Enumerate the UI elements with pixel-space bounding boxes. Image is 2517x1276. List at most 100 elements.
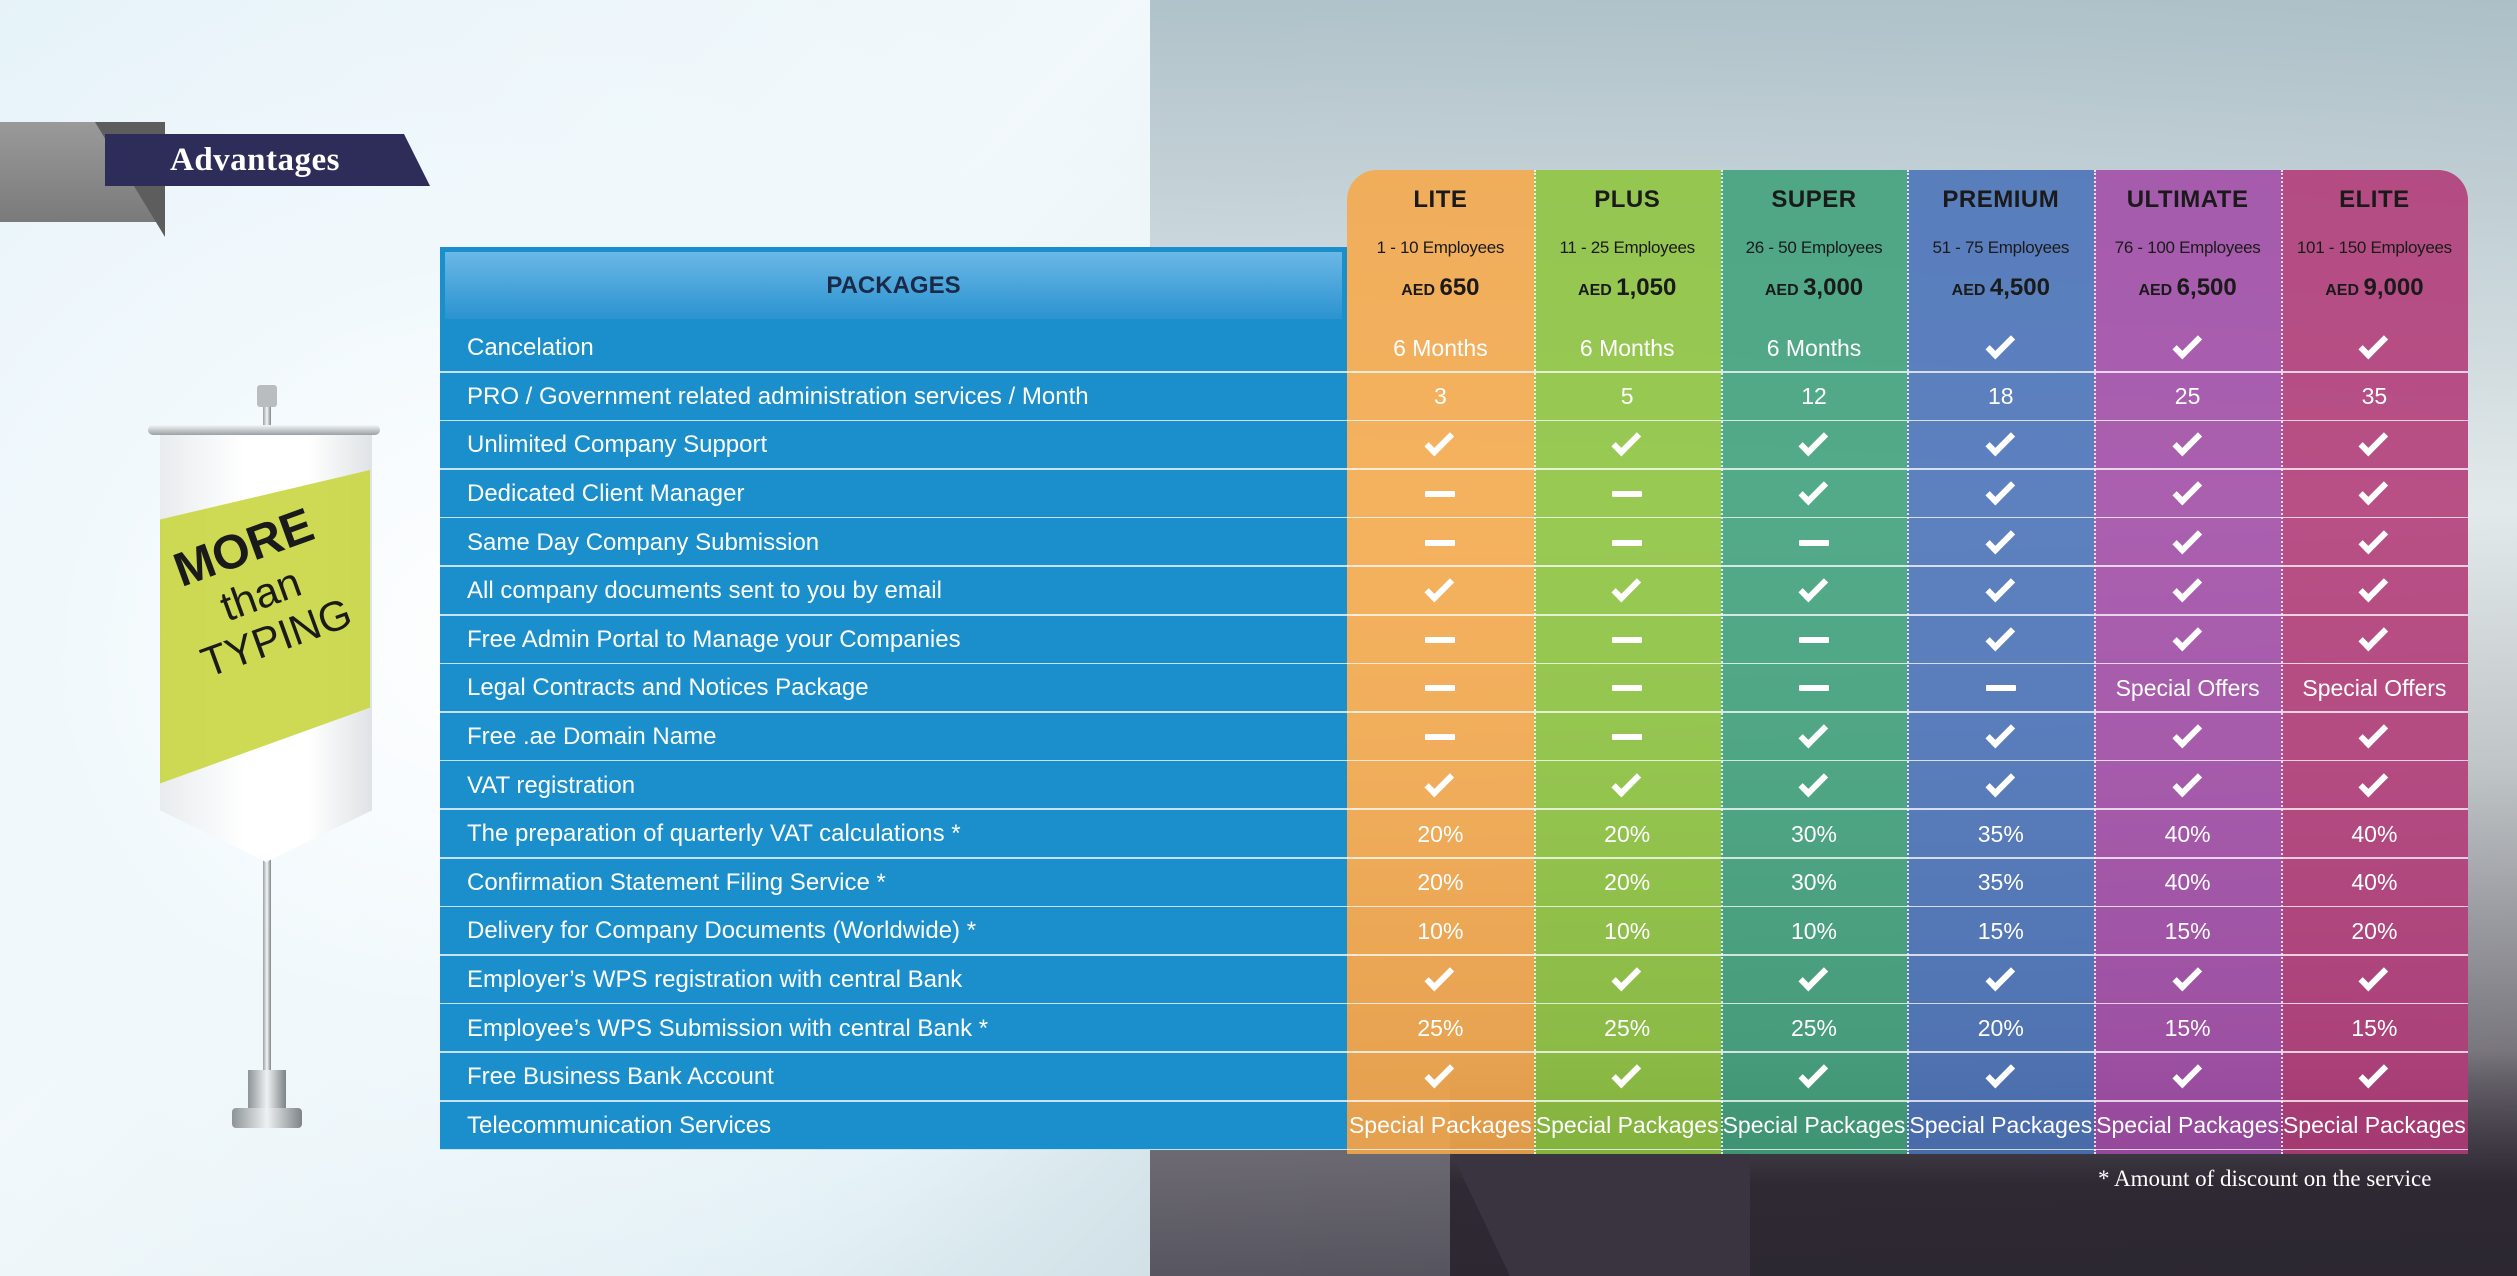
column-divider [1533, 170, 1536, 1154]
plan-name: LITE [1413, 186, 1468, 213]
feature-label: The preparation of quarterly VAT calcula… [440, 810, 1347, 859]
plan-price: AED 9,000 [2325, 274, 2423, 302]
feature-cell [2094, 713, 2281, 762]
feature-value: Special Packages [1348, 1112, 1532, 1139]
checkmark-icon [1424, 961, 1455, 992]
row-divider [440, 1051, 2468, 1053]
checkmark-icon [1611, 961, 1642, 992]
feature-value: 10% [1790, 917, 1838, 944]
feature-value: 25% [1604, 1015, 1651, 1042]
feature-label: Free .ae Domain Name [440, 712, 1347, 762]
feature-label: Confirmation Statement Filing Service * [440, 858, 1347, 908]
feature-value: 40% [2351, 869, 2398, 896]
checkmark-icon [2358, 427, 2389, 457]
feature-value: Special Offers [2302, 674, 2447, 701]
feature-value: 6 Months [1579, 334, 1675, 361]
feature-label: Same Day Company Submission [440, 518, 1347, 567]
feature-label: PRO / Government related administration … [440, 372, 1347, 422]
row-divider [440, 468, 2468, 470]
row-divider [440, 808, 2468, 810]
dash-icon [1612, 685, 1643, 692]
checkmark-icon [2358, 621, 2389, 652]
checkmark-icon [1985, 427, 2015, 457]
feature-cell [1347, 761, 1534, 810]
plan-price-amount: 650 [1439, 274, 1480, 301]
table-row: Free Business Bank Account [440, 1053, 2468, 1102]
plan-name: PLUS [1594, 186, 1661, 213]
feature-value: 12 [1801, 383, 1827, 410]
feature-value: 30% [1790, 869, 1838, 896]
feature-cell [1907, 324, 2094, 373]
feature-cell [1721, 1053, 1908, 1102]
plan-column-super [1720, 170, 1908, 1154]
dash-icon [1612, 734, 1643, 741]
feature-cell [1534, 567, 1721, 616]
table-row: Free Admin Portal to Manage your Compani… [440, 615, 2468, 665]
checkmark-icon [2358, 1058, 2389, 1089]
feature-cell [1347, 713, 1534, 762]
table-row: Employee’s WPS Submission with central B… [440, 1004, 2468, 1053]
flag-stand-neck [248, 1070, 286, 1110]
checkmark-icon [2172, 961, 2202, 992]
checkmark-icon [1424, 427, 1455, 457]
row-divider [440, 662, 2468, 665]
feature-value: Special Packages [1909, 1112, 2093, 1139]
checkmark-icon [2358, 718, 2389, 749]
feature-cell [1907, 518, 2094, 567]
checkmark-icon [2172, 524, 2202, 555]
checkmark-icon [1424, 767, 1455, 798]
plan-price-amount: 6,500 [2176, 274, 2237, 301]
feature-label: Unlimited Company Support [440, 421, 1347, 470]
feature-value: 25% [1417, 1015, 1464, 1042]
checkmark-icon [2172, 329, 2202, 360]
feature-value: 20% [1604, 869, 1651, 896]
feature-value: 15% [2164, 1015, 2211, 1042]
feature-cell [1534, 761, 1721, 810]
feature-cell [1534, 713, 1721, 762]
checkmark-icon [2172, 475, 2202, 506]
feature-cell [1721, 567, 1908, 616]
table-row: VAT registration [440, 761, 2468, 810]
feature-value: 35% [1977, 820, 2024, 847]
checkmark-icon [1985, 329, 2015, 360]
plan-price: AED 6,500 [2138, 274, 2236, 302]
feature-label: VAT registration [440, 761, 1347, 810]
feature-value: 25% [1790, 1015, 1838, 1042]
checkmark-icon [2358, 524, 2389, 555]
row-divider [440, 1148, 2468, 1151]
checkmark-icon [1424, 572, 1455, 603]
feature-label: Free Admin Portal to Manage your Compani… [440, 615, 1347, 665]
plan-employees: 26 - 50 Employees [1745, 238, 1883, 257]
feature-value: 20% [1417, 869, 1464, 896]
plan-employees: 1 - 10 Employees [1376, 238, 1505, 257]
column-divider [2281, 170, 2283, 1154]
feature-cell [1347, 1053, 1534, 1102]
feature-label: Employer’s WPS registration with central… [440, 955, 1347, 1005]
checkmark-icon [2172, 572, 2202, 603]
feature-cell [1907, 713, 2094, 762]
checkmark-icon [2172, 621, 2202, 652]
plan-price: AED 3,000 [1765, 274, 1863, 302]
checkmark-icon [1985, 767, 2015, 798]
dash-icon [1425, 636, 1456, 643]
background-crowd-shape [1450, 1150, 1750, 1276]
checkmark-icon [1798, 475, 1829, 506]
feature-value: 30% [1790, 820, 1838, 847]
dash-icon [1985, 685, 2016, 692]
plan-column-premium [1907, 170, 2095, 1154]
checkmark-icon [1798, 718, 1829, 749]
table-row: Legal Contracts and Notices Package Speci… [440, 664, 2468, 713]
feature-value: 15% [2351, 1015, 2398, 1042]
plan-header-lite: LITE 1 - 10 Employees AED 650 [1347, 170, 1534, 324]
dash-icon [1798, 685, 1829, 692]
dash-icon [1612, 491, 1643, 498]
dash-icon [1425, 491, 1456, 498]
plan-column-lite [1347, 170, 1534, 1154]
feature-value: Special Offers [2115, 674, 2260, 701]
feature-cell [2281, 616, 2468, 665]
plan-price-amount: 3,000 [1803, 274, 1864, 301]
row-divider [440, 516, 2468, 519]
feature-cell [1907, 567, 2094, 616]
feature-cell [2281, 470, 2468, 519]
flag-stand-base [232, 1108, 302, 1128]
